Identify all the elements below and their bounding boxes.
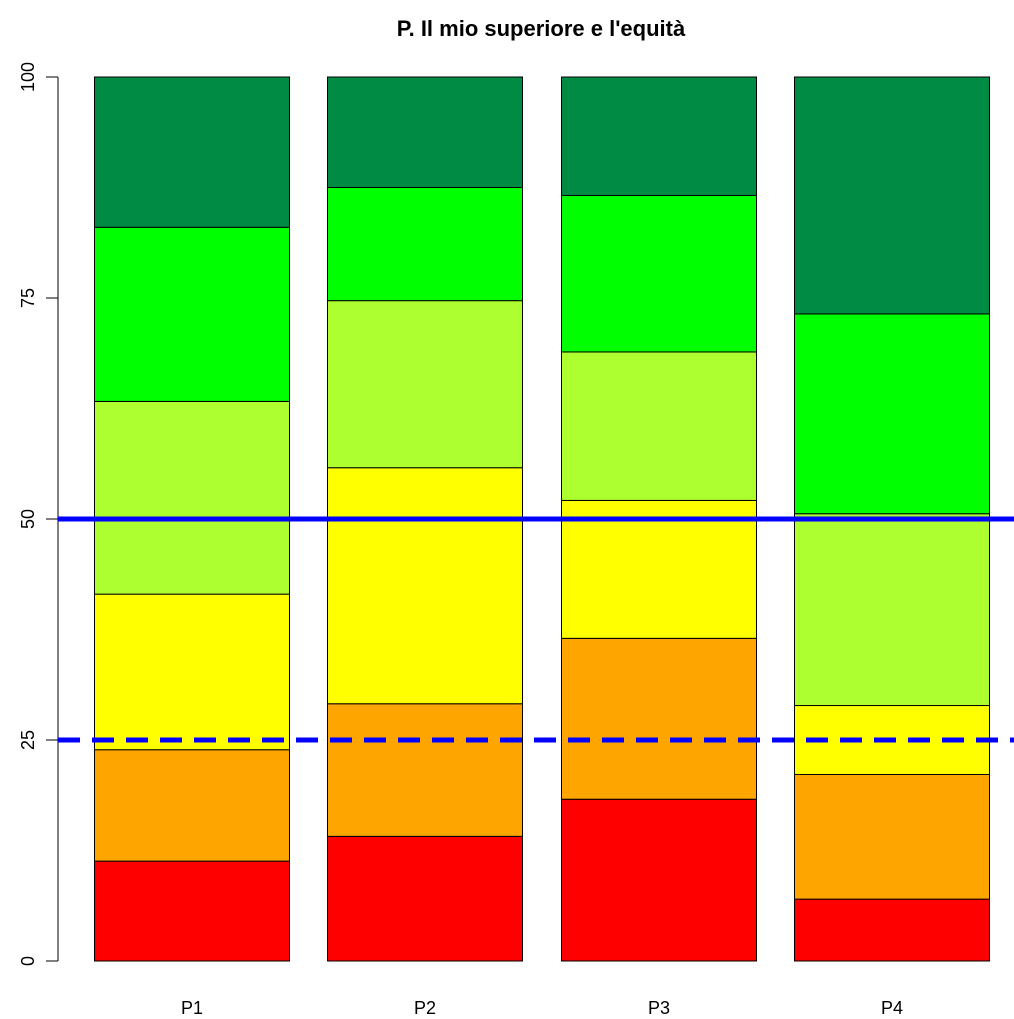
bar-segment-p1-1 [94, 860, 290, 962]
bar-segment-p3-3 [561, 499, 757, 639]
y-tick-label-75: 75 [18, 288, 38, 308]
bar-segment-p4-6 [794, 76, 990, 315]
x-axis-labels: P1 P2 P3 P4 [181, 998, 903, 1018]
y-tick-label-100: 100 [18, 62, 38, 92]
bar-segment-p2-3 [327, 467, 523, 705]
y-axis: 0 25 50 75 100 [18, 62, 59, 966]
bar-segment-p1-3 [94, 593, 290, 751]
y-tick-label-0: 0 [18, 956, 38, 966]
bar-segment-p3-2 [561, 637, 757, 800]
bar-p3 [561, 76, 757, 962]
reference-lines [58, 516, 1014, 743]
bar-segment-p1-6 [94, 76, 290, 228]
bar-segment-p1-2 [94, 749, 290, 862]
chart-title: P. Il mio superiore e l'equità [397, 16, 686, 41]
bar-segment-p2-4 [327, 300, 523, 469]
x-label-p2: P2 [414, 998, 436, 1018]
y-tick-label-50: 50 [18, 509, 38, 529]
bar-segment-p2-2 [327, 703, 523, 837]
bar-segment-p3-1 [561, 798, 757, 962]
bar-p1 [94, 76, 290, 962]
bar-segment-p2-1 [327, 835, 523, 962]
bar-segment-p1-4 [94, 400, 290, 595]
bar-segment-p2-5 [327, 187, 523, 302]
x-label-p4: P4 [881, 998, 903, 1018]
bar-segment-p4-1 [794, 898, 990, 962]
bar-segment-p3-4 [561, 351, 757, 501]
bar-segment-p4-5 [794, 313, 990, 515]
bar-segment-p2-6 [327, 76, 523, 188]
bars-layer [94, 76, 990, 962]
bar-segment-p1-5 [94, 226, 290, 402]
bar-segment-p4-2 [794, 773, 990, 900]
x-label-p1: P1 [181, 998, 203, 1018]
bar-segment-p3-5 [561, 194, 757, 353]
x-label-p3: P3 [648, 998, 670, 1018]
bar-segment-p3-6 [561, 76, 757, 196]
bar-p4 [794, 76, 990, 962]
y-tick-label-25: 25 [18, 730, 38, 750]
bar-segment-p4-4 [794, 513, 990, 707]
bar-p2 [327, 76, 523, 962]
